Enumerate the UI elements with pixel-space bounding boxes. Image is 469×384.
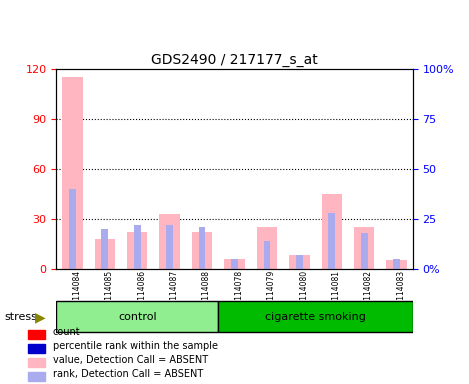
Bar: [257, 227, 277, 269]
Bar: [127, 232, 147, 269]
Text: GSM114086: GSM114086: [137, 270, 146, 316]
Bar: [101, 229, 108, 269]
FancyBboxPatch shape: [56, 301, 218, 332]
Bar: [62, 78, 83, 269]
Bar: [69, 189, 76, 269]
Bar: [393, 259, 400, 269]
Title: GDS2490 / 217177_s_at: GDS2490 / 217177_s_at: [151, 53, 318, 67]
Bar: [231, 259, 238, 269]
Text: GSM114079: GSM114079: [267, 270, 276, 316]
Text: GSM114084: GSM114084: [73, 270, 82, 316]
Bar: [28, 344, 45, 353]
Text: rank, Detection Call = ABSENT: rank, Detection Call = ABSENT: [53, 369, 203, 379]
Text: GSM114085: GSM114085: [105, 270, 114, 316]
Bar: [328, 213, 335, 269]
FancyBboxPatch shape: [218, 301, 413, 332]
Bar: [134, 225, 141, 269]
Bar: [264, 241, 270, 269]
Bar: [28, 358, 45, 367]
Bar: [296, 255, 303, 269]
Text: value, Detection Call = ABSENT: value, Detection Call = ABSENT: [53, 355, 208, 365]
Text: GSM114088: GSM114088: [202, 270, 211, 316]
Bar: [199, 227, 205, 269]
Text: GSM114081: GSM114081: [332, 270, 340, 316]
Bar: [192, 232, 212, 269]
Text: GSM114083: GSM114083: [396, 270, 406, 316]
Text: ▶: ▶: [35, 310, 45, 324]
Bar: [289, 255, 310, 269]
Bar: [322, 194, 342, 269]
Text: GSM114087: GSM114087: [170, 270, 179, 316]
Text: cigarette smoking: cigarette smoking: [265, 312, 366, 322]
Text: stress: stress: [5, 312, 38, 322]
Text: count: count: [53, 327, 81, 337]
Bar: [159, 214, 180, 269]
Bar: [224, 259, 245, 269]
Bar: [95, 239, 115, 269]
Bar: [386, 260, 407, 269]
Bar: [361, 233, 368, 269]
Text: GSM114082: GSM114082: [364, 270, 373, 316]
Bar: [354, 227, 374, 269]
Bar: [28, 372, 45, 381]
Text: GSM114078: GSM114078: [234, 270, 243, 316]
Text: GSM114080: GSM114080: [299, 270, 308, 316]
Text: percentile rank within the sample: percentile rank within the sample: [53, 341, 218, 351]
Bar: [166, 225, 173, 269]
Bar: [28, 330, 45, 339]
Text: control: control: [118, 312, 157, 322]
